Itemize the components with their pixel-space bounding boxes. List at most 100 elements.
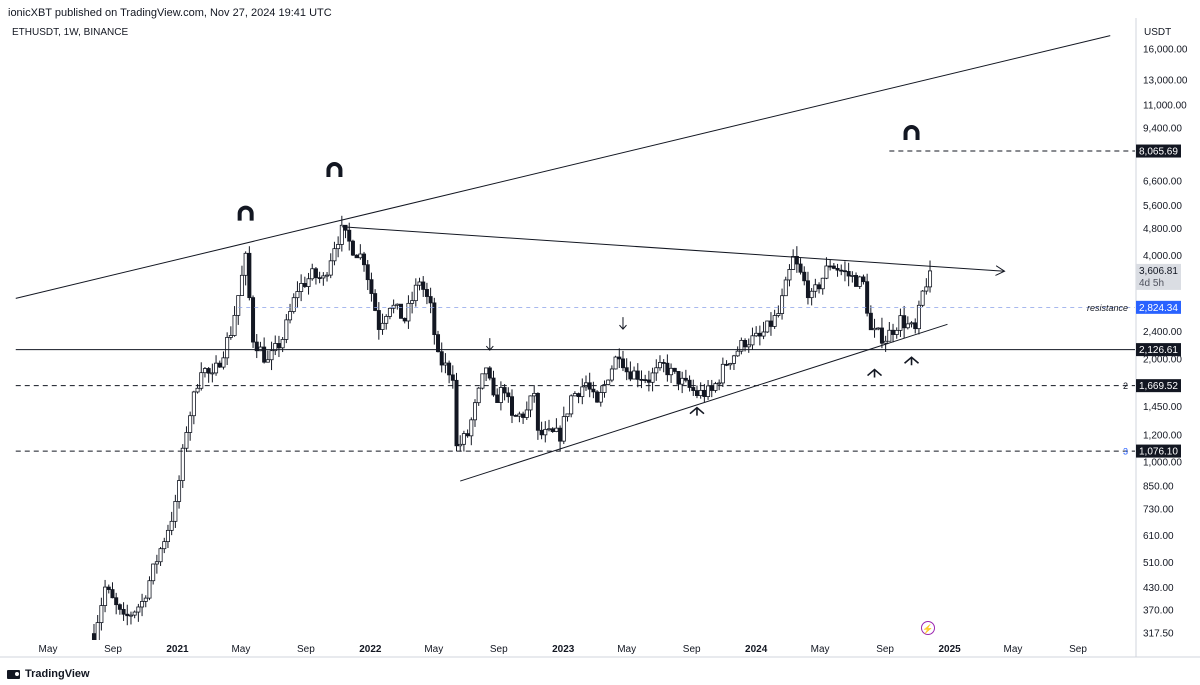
candle-body	[498, 387, 503, 403]
trendline-3[interactable]	[460, 323, 948, 482]
level-price-tag-2[interactable]	[1136, 300, 1181, 314]
candle-body	[247, 252, 252, 299]
level-price-tag-1[interactable]	[1136, 144, 1181, 158]
candle-body	[291, 297, 296, 312]
arrow-up-icon[interactable]	[689, 406, 705, 416]
last-price-tag[interactable]	[1136, 263, 1181, 290]
candle-body	[572, 393, 577, 397]
candle-body	[376, 310, 381, 330]
candle-body	[787, 269, 792, 281]
candle-body	[909, 322, 914, 325]
price-tick-label: 370.00	[1143, 606, 1174, 617]
candle-body	[783, 279, 788, 297]
candle-body	[587, 382, 592, 390]
candle-body	[546, 428, 551, 431]
candle-body	[805, 280, 810, 299]
candle-body	[765, 320, 770, 333]
time-tick-label: Sep	[490, 644, 508, 655]
plot-area[interactable]	[15, 35, 1135, 647]
candle-body	[165, 529, 170, 543]
trendline-2[interactable]	[341, 226, 1005, 271]
candle-body	[731, 355, 736, 364]
level-price-tag-4[interactable]	[1136, 379, 1181, 393]
candle-body	[646, 379, 651, 383]
candle-body	[343, 224, 348, 231]
candle-body	[421, 281, 426, 290]
candle-body	[380, 322, 385, 330]
candle-body	[262, 346, 267, 363]
time-tick-year: 2021	[166, 644, 189, 655]
price-tick-label: 13,000.00	[1143, 75, 1188, 86]
symbol-label[interactable]: ETHUSDT, 1W, BINANCE	[12, 27, 129, 38]
candle-body	[780, 295, 785, 314]
candle-body	[413, 284, 418, 302]
candle-body	[143, 597, 148, 602]
magnet-icon[interactable]	[237, 205, 254, 221]
candle-body	[362, 253, 367, 266]
level-price-label-3: 2,126.61	[1139, 345, 1178, 356]
candle-body	[928, 270, 933, 288]
candle-body	[620, 358, 625, 369]
candle-body	[191, 391, 196, 417]
candle-body	[606, 379, 611, 385]
candle-body	[916, 304, 921, 330]
candle-body	[325, 274, 330, 277]
price-tick-label: 730.00	[1143, 504, 1174, 515]
candle-body	[913, 322, 918, 330]
arrow-down-icon[interactable]	[619, 317, 627, 330]
candle-body	[450, 374, 455, 381]
candle-body	[824, 265, 829, 279]
candle-body	[842, 270, 847, 273]
candle-body	[217, 362, 222, 368]
candle-body	[772, 315, 777, 327]
candle-body	[251, 297, 256, 343]
candle-body	[354, 254, 359, 259]
candle-body	[103, 586, 108, 606]
candle-body	[461, 433, 466, 445]
candle-body	[321, 275, 326, 279]
level-price-tag-3[interactable]	[1136, 343, 1181, 357]
arrow-up-icon[interactable]	[904, 356, 920, 366]
trendline-1[interactable]	[15, 35, 1111, 299]
candle-body	[458, 443, 463, 447]
lightning-icon[interactable]: ⚡	[921, 621, 935, 635]
magnet-icon[interactable]	[903, 125, 920, 141]
candle-body	[480, 373, 485, 389]
candle-body	[820, 277, 825, 290]
candle-body	[513, 414, 518, 417]
candle-body	[628, 371, 633, 380]
time-tick-year: 2022	[359, 644, 382, 655]
candle-body	[776, 313, 781, 316]
candle-body	[151, 563, 156, 582]
candle-body	[454, 379, 459, 447]
candle-body	[791, 256, 796, 270]
level-price-tag-5[interactable]	[1136, 444, 1181, 458]
candle-body	[831, 265, 836, 269]
candle-body	[202, 368, 207, 374]
time-tick-year: 2023	[552, 644, 575, 655]
candle-body	[339, 224, 344, 245]
candle-body	[565, 413, 570, 418]
arrow-down-icon[interactable]	[485, 338, 494, 351]
candle-body	[276, 343, 281, 349]
price-tick-label: 1,000.00	[1143, 458, 1182, 469]
arrow-up-icon[interactable]	[867, 368, 883, 378]
candle-body	[713, 383, 718, 391]
candle-body	[583, 382, 588, 388]
magnet-icon[interactable]	[326, 162, 343, 178]
candle-body	[876, 327, 881, 330]
candle-body	[228, 335, 233, 338]
candle-body	[369, 279, 374, 294]
time-tick-label: Sep	[1069, 644, 1087, 655]
candle-body	[502, 387, 507, 394]
candle-body	[491, 377, 496, 396]
candle-body	[358, 253, 363, 259]
candle-body	[817, 284, 822, 290]
candle-body	[661, 362, 666, 364]
candle-body	[672, 367, 677, 372]
candle-body	[561, 416, 566, 442]
candle-body	[310, 268, 315, 280]
candle-body	[569, 395, 574, 415]
candle-body	[854, 275, 859, 287]
